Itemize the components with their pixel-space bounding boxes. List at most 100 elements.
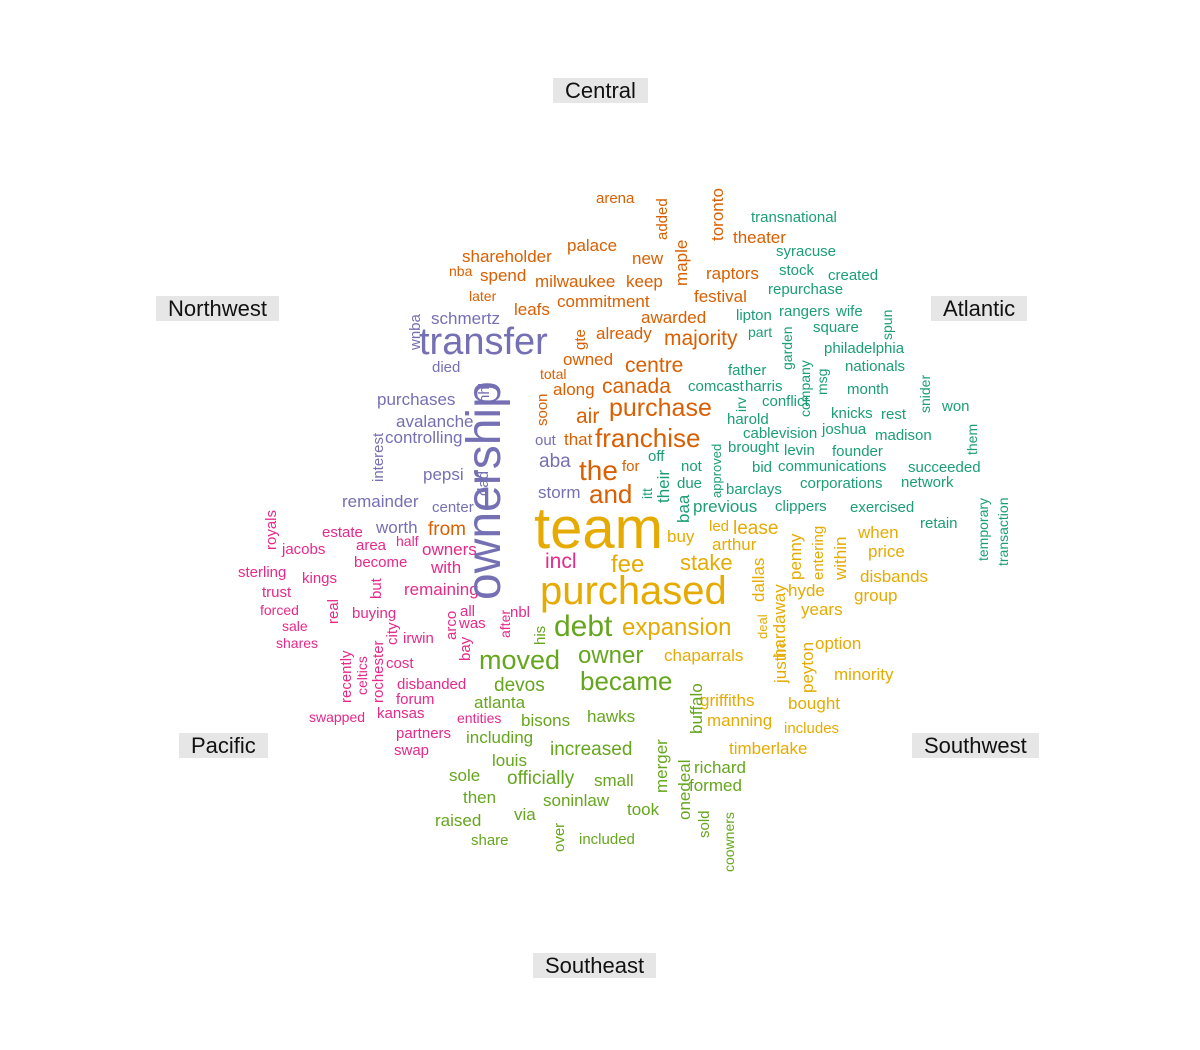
word-debt: debt xyxy=(554,610,613,643)
word-rest: rest xyxy=(881,406,907,423)
word-joshua: joshua xyxy=(821,421,867,438)
word-within: within xyxy=(831,537,850,581)
group-label-southwest: Southwest xyxy=(912,733,1039,758)
word-spend: spend xyxy=(480,266,526,285)
word-forum: forum xyxy=(396,691,434,708)
word-leafs: leafs xyxy=(514,300,550,319)
word-bay: bay xyxy=(457,636,474,661)
word-timberlake: timberlake xyxy=(729,739,807,758)
word-sold: sold xyxy=(696,810,713,838)
word-gte: gte xyxy=(572,329,589,350)
word-awarded: awarded xyxy=(641,308,706,327)
word-irv: irv xyxy=(733,397,749,412)
word-sterling: sterling xyxy=(238,564,286,581)
word-retain: retain xyxy=(920,515,958,532)
word-then: then xyxy=(463,788,496,807)
word-all: all xyxy=(460,603,475,620)
word-center: center xyxy=(432,499,474,516)
word-their: their xyxy=(654,470,673,503)
word-part: part xyxy=(748,324,772,340)
word-took: took xyxy=(627,800,660,819)
word-avalanche: avalanche xyxy=(396,412,474,431)
word-company: company xyxy=(797,360,813,417)
word-palace: palace xyxy=(567,236,617,255)
word-formed: formed xyxy=(689,776,742,795)
word-option: option xyxy=(815,634,861,653)
word-kansas: kansas xyxy=(377,705,425,722)
word-air: air xyxy=(576,405,599,428)
word-sole: sole xyxy=(449,766,480,785)
word-bought: bought xyxy=(788,694,840,713)
word-syracuse: syracuse xyxy=(776,243,836,260)
word-approved: approved xyxy=(709,444,724,498)
word-nationals: nationals xyxy=(845,358,905,375)
word-nba: nba xyxy=(449,263,473,279)
word-aba: aba xyxy=(539,451,571,472)
word-worth: worth xyxy=(375,518,418,537)
word-raised: raised xyxy=(435,811,481,830)
word-for: for xyxy=(622,458,640,475)
word-purchase: purchase xyxy=(609,394,712,422)
word-years: years xyxy=(801,600,843,619)
word-died: died xyxy=(432,359,460,376)
word-canada: canada xyxy=(602,375,671,398)
word-transnational: transnational xyxy=(751,209,837,226)
word-after: after xyxy=(497,610,513,638)
word-itt: itt xyxy=(639,488,655,499)
word-justin: justin xyxy=(771,643,790,684)
word-group: group xyxy=(854,586,897,605)
word-won: won xyxy=(941,398,970,415)
word-jacobs: jacobs xyxy=(281,541,325,558)
word-rochester: rochester xyxy=(370,640,387,703)
word-including: including xyxy=(466,728,533,747)
word-purchased: purchased xyxy=(540,569,727,613)
word-majority: majority xyxy=(664,327,738,350)
word-wnba: wnba xyxy=(407,313,424,351)
word-due: due xyxy=(677,475,702,492)
word-already: already xyxy=(596,324,652,343)
word-team: team xyxy=(534,496,663,561)
word-arena: arena xyxy=(596,190,635,207)
word-celtics: celtics xyxy=(354,656,370,695)
word-disbanded: disbanded xyxy=(397,676,466,693)
word-them: them xyxy=(964,424,980,455)
word-spun: spun xyxy=(879,310,895,340)
word-bisons: bisons xyxy=(521,711,570,730)
word-includes: includes xyxy=(784,720,839,737)
word-recently: recently xyxy=(338,650,355,703)
word-wife: wife xyxy=(835,303,863,320)
word-raptors: raptors xyxy=(706,264,759,283)
word-and: and xyxy=(589,479,632,509)
word-swap: swap xyxy=(394,742,429,759)
word-stock: stock xyxy=(779,262,815,279)
word-conflict: conflict xyxy=(762,393,810,410)
word-disbands: disbands xyxy=(860,567,928,586)
group-label-pacific: Pacific xyxy=(179,733,268,758)
word-out: out xyxy=(535,432,557,449)
word-small: small xyxy=(594,771,634,790)
word-entities: entities xyxy=(457,710,501,726)
word-share: share xyxy=(471,832,509,849)
word-temporary: temporary xyxy=(975,498,991,561)
word-new: new xyxy=(632,249,664,268)
word-levin: levin xyxy=(784,442,815,459)
word-network: network xyxy=(901,474,954,491)
word-harold: harold xyxy=(727,411,769,428)
word-repurchase: repurchase xyxy=(768,281,843,298)
word-lease: lease xyxy=(733,518,778,539)
word-schmertz: schmertz xyxy=(431,309,500,328)
word-onedeal: onedeal xyxy=(675,759,694,820)
word-clippers: clippers xyxy=(775,498,827,515)
word-owner: owner xyxy=(578,642,643,669)
word-transaction: transaction xyxy=(995,498,1011,566)
word-from: from xyxy=(428,519,466,540)
word-created: created xyxy=(828,267,878,284)
word-philadelphia: philadelphia xyxy=(824,340,905,357)
word-transfer: transfer xyxy=(419,321,548,363)
word-milwaukee: milwaukee xyxy=(535,272,615,291)
word-real: real xyxy=(325,599,342,624)
word-fee: fee xyxy=(611,551,644,578)
word-controlling: controlling xyxy=(385,428,463,447)
word-when: when xyxy=(857,523,899,542)
